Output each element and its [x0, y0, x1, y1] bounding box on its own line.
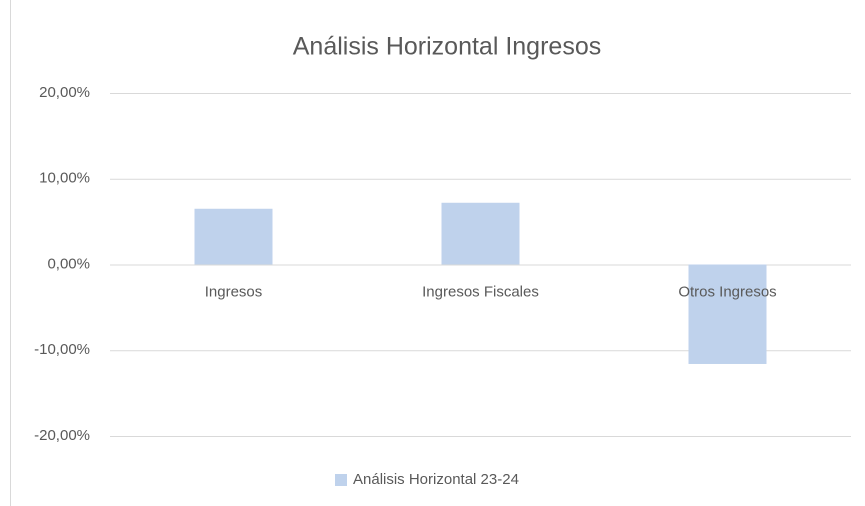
- bar: [441, 202, 520, 265]
- legend-label: Análisis Horizontal 23-24: [353, 471, 519, 488]
- chart-title: Análisis Horizontal Ingresos: [293, 33, 601, 61]
- y-tick-label: -10,00%: [34, 341, 90, 358]
- x-tick-label: Ingresos Fiscales: [422, 283, 539, 300]
- legend-swatch: [335, 474, 347, 486]
- x-tick-label: Otros Ingresos: [678, 283, 776, 300]
- x-tick-label: Ingresos: [205, 283, 263, 300]
- y-tick-label: 10,00%: [39, 170, 90, 187]
- bar: [688, 264, 767, 364]
- y-tick-label: 0,00%: [47, 255, 90, 272]
- bar: [194, 208, 273, 265]
- y-tick-label: 20,00%: [39, 84, 90, 101]
- y-tick-label: -20,00%: [34, 427, 90, 444]
- chart-frame: [10, 0, 865, 506]
